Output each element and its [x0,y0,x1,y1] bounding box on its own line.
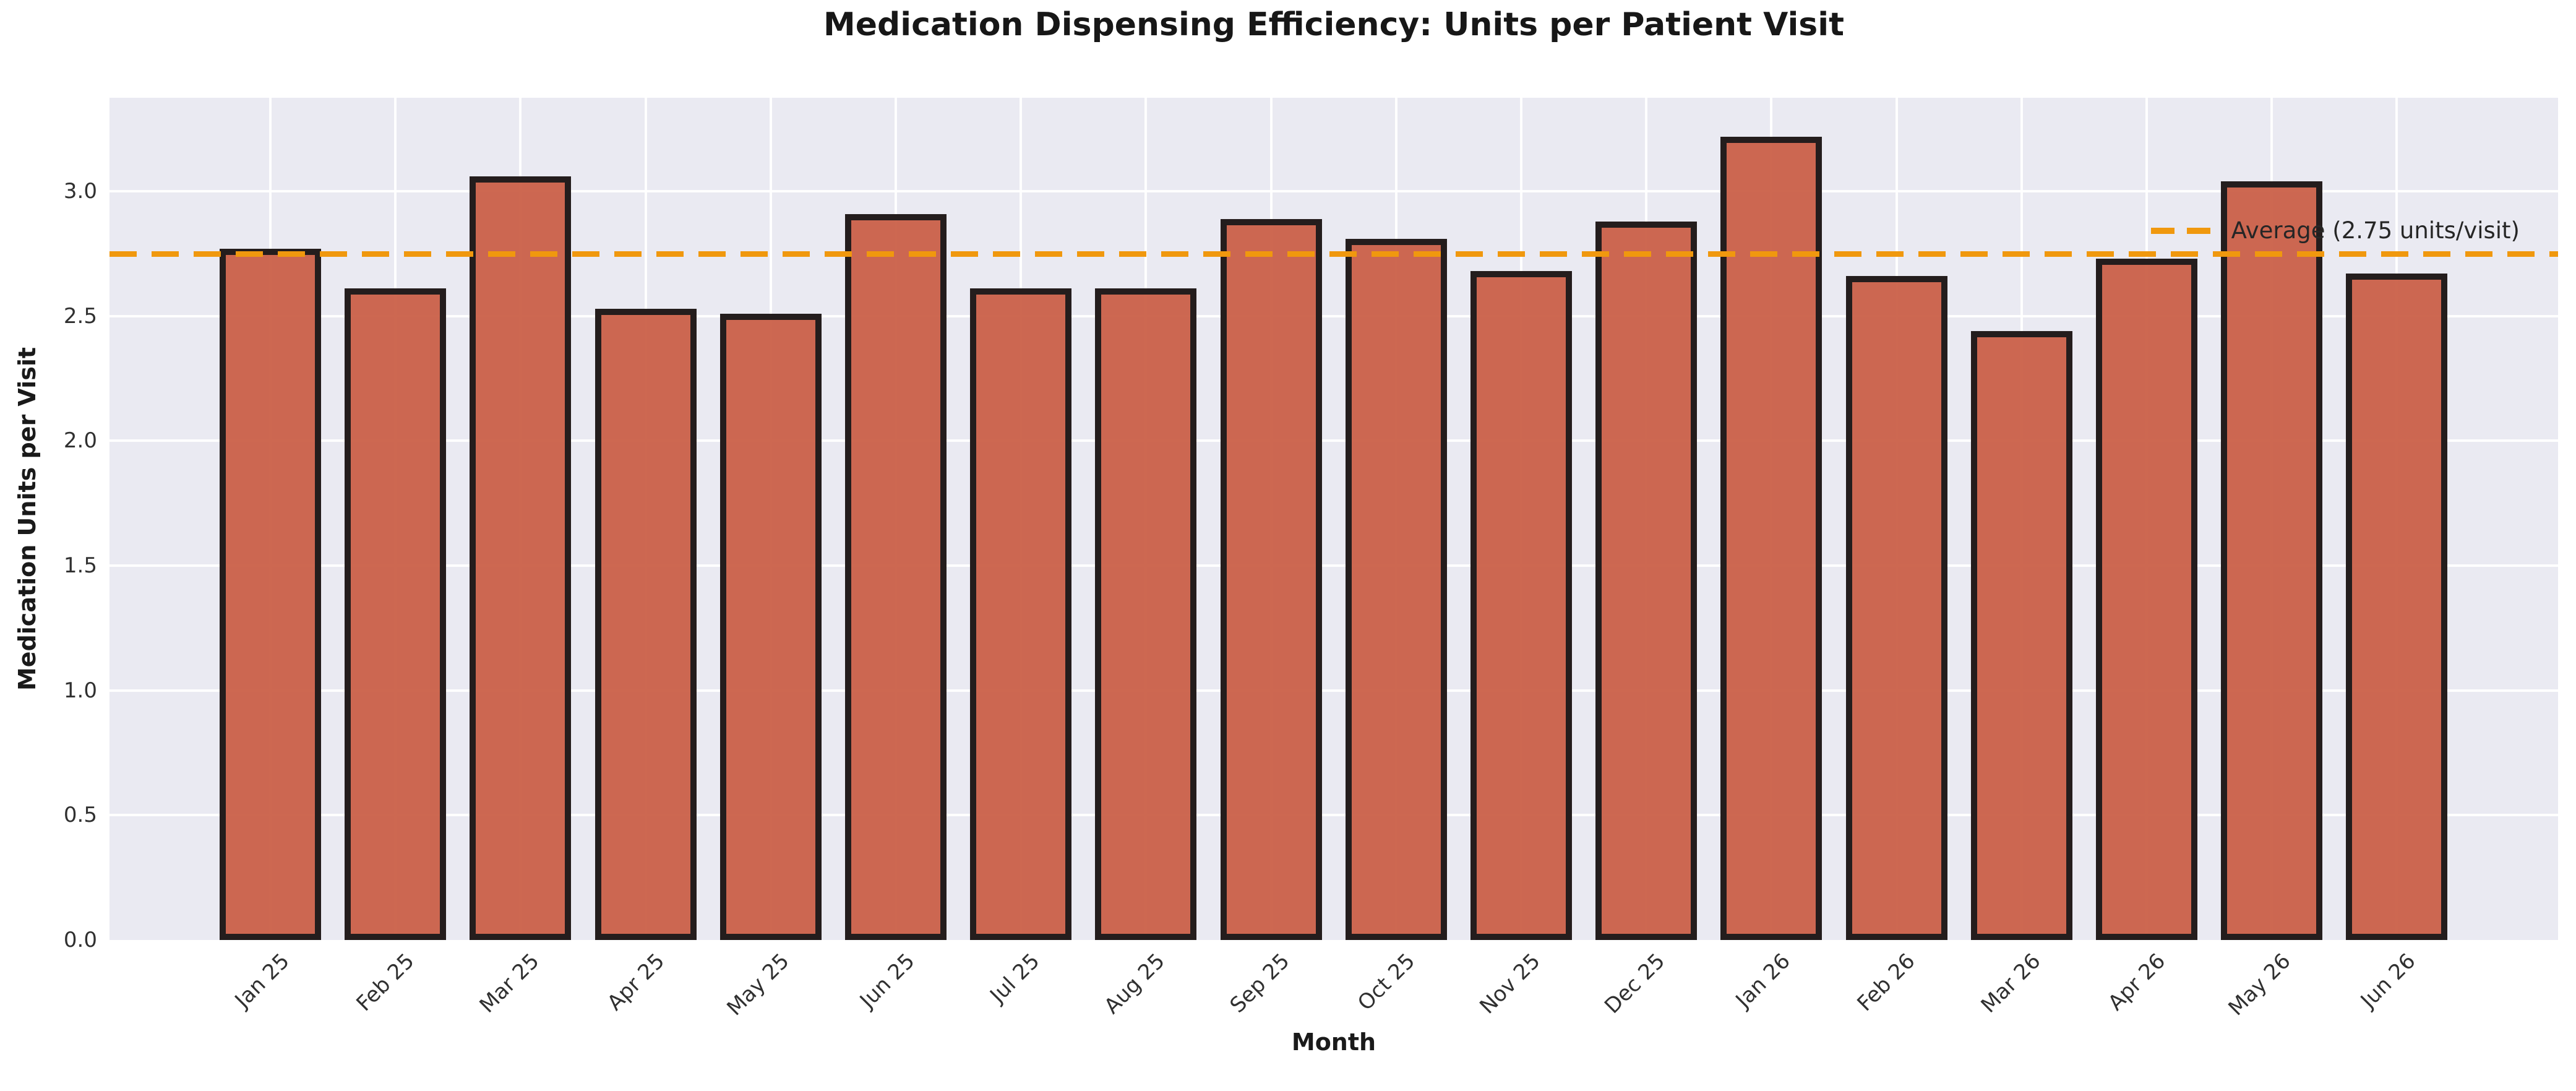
average-line [109,251,2558,257]
bar-jun-26 [2346,274,2447,940]
bar-nov-25 [1470,271,1572,940]
x-tick-label: Mar 26 [1976,949,2046,1018]
bar-sep-25 [1221,219,1322,940]
x-axis-label: Month [1291,1028,1376,1056]
bar-dec-25 [1595,222,1697,940]
legend-label: Average (2.75 units/visit) [2231,217,2520,244]
y-axis-label: Medication Units per Visit [14,347,41,691]
plot-area: Average (2.75 units/visit) [109,98,2558,940]
y-tick-label: 0.0 [63,928,97,952]
bar-mar-25 [470,176,571,940]
y-tick-label: 1.0 [63,678,97,703]
bar-may-25 [720,314,822,940]
bar-apr-25 [595,309,697,940]
y-tick-label: 0.5 [63,803,97,827]
x-tick-label: Jun 25 [855,949,920,1014]
x-tick-label: Apr 25 [602,949,669,1016]
horizontal-gridline [109,814,2558,817]
dashed-line-swatch [2150,227,2210,234]
bar-feb-26 [1846,276,1947,940]
bar-aug-25 [1095,288,1196,940]
x-tick-label: Jun 26 [2356,949,2421,1014]
x-tick-label: Oct 25 [1353,949,1420,1016]
legend: Average (2.75 units/visit) [2150,217,2520,244]
bar-oct-25 [1346,239,1447,940]
x-tick-label: Jan 25 [230,949,294,1013]
bar-jan-26 [1720,137,1822,940]
bar-apr-26 [2096,259,2197,940]
bar-jul-25 [970,288,1071,940]
x-tick-label: Aug 25 [1099,949,1170,1019]
x-tick-label: Mar 25 [474,949,544,1018]
horizontal-gridline [109,439,2558,442]
x-tick-label: Jan 26 [1731,949,1795,1013]
bar-jan-25 [220,249,321,940]
bar-mar-26 [1971,331,2072,940]
x-tick-label: Feb 25 [351,949,419,1017]
x-tick-label: Dec 25 [1600,949,1670,1019]
bar-jun-25 [845,214,947,940]
x-tick-label: Apr 26 [2103,949,2171,1016]
y-tick-label: 3.0 [63,179,97,204]
bar-may-26 [2221,181,2322,940]
x-tick-label: May 26 [2223,949,2296,1021]
y-tick-label: 2.0 [63,428,97,453]
y-tick-label: 1.5 [63,553,97,578]
x-tick-label: Sep 25 [1226,949,1295,1018]
y-tick-label: 2.5 [63,304,97,329]
horizontal-gridline [109,190,2558,193]
x-tick-label: Jul 25 [985,949,1045,1008]
horizontal-gridline [109,689,2558,692]
bar-feb-25 [345,288,446,940]
x-tick-label: Feb 26 [1852,949,1920,1017]
x-tick-label: May 25 [722,949,795,1021]
horizontal-gridline [109,314,2558,317]
chart-title: Medication Dispensing Efficiency: Units … [823,6,1844,43]
x-tick-label: Nov 25 [1474,949,1545,1019]
horizontal-gridline [109,564,2558,567]
